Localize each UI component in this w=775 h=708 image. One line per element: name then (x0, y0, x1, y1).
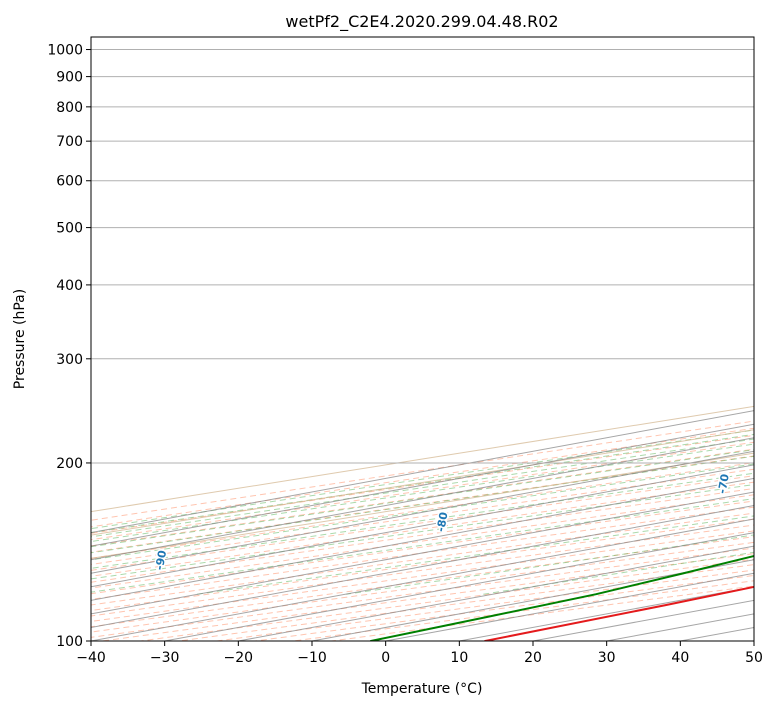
isotherm-label: -80 (434, 511, 450, 533)
dry-adiabat-line (91, 536, 754, 628)
x-axis-label: Temperature (°C) (361, 681, 483, 697)
isotherm-label: -70 (716, 473, 732, 495)
dry-adiabat-line (91, 468, 754, 565)
y-tick-label: 700 (56, 134, 83, 150)
isotherm-line (91, 504, 754, 628)
x-tick-label: −30 (150, 650, 180, 666)
x-tick-label: 40 (671, 650, 689, 666)
chart-title: wetPf2_C2E4.2020.299.04.48.R02 (285, 12, 558, 32)
plot-background (91, 37, 754, 641)
x-axis-ticks: −40 −30 −20 −10 0 10 20 30 40 50 (76, 641, 763, 666)
x-tick-label: 0 (381, 650, 390, 666)
isotherm-line (91, 518, 754, 641)
y-tick-label: 600 (56, 174, 83, 190)
y-axis-ticks: 100 200 300 400 500 600 700 800 900 1000 (47, 43, 91, 650)
plot-frame (90, 36, 755, 642)
y-tick-label: 300 (56, 352, 83, 368)
dry-adiabat-line (91, 500, 754, 595)
y-tick-label: 100 (56, 634, 83, 650)
x-tick-label: 30 (598, 650, 616, 666)
x-tick-label: 20 (524, 650, 542, 666)
y-tick-label: 400 (56, 278, 83, 294)
dry-adiabat-line (91, 506, 754, 600)
isotherm-label: -90 (153, 549, 169, 571)
saturation-curve-line (91, 452, 754, 559)
pressure-gridlines (91, 49, 754, 641)
y-tick-label: 900 (56, 70, 83, 86)
y-tick-label: 1000 (47, 43, 83, 59)
x-tick-label: −40 (76, 650, 106, 666)
y-tick-label: 200 (56, 456, 83, 472)
x-tick-label: 10 (450, 650, 468, 666)
background-lines (91, 405, 754, 641)
isotherm-line (91, 464, 754, 588)
isotherm-line (91, 491, 754, 615)
x-tick-label: −10 (297, 650, 327, 666)
y-tick-label: 500 (56, 221, 83, 237)
y-axis-label: Pressure (hPa) (12, 289, 28, 389)
dry-adiabat-line (91, 475, 754, 571)
dry-adiabat-line (91, 530, 754, 622)
isotherm-line (91, 477, 754, 601)
isotherm-line (91, 437, 754, 561)
isotherm-line (91, 450, 754, 574)
x-tick-label: 50 (745, 650, 763, 666)
inline-labels: -100-90-80-70-60-50-40-30-20-10010203040… (151, 471, 733, 573)
isotherm-line (164, 532, 754, 641)
dry-adiabat-line (91, 512, 754, 606)
y-tick-label: 800 (56, 100, 83, 116)
isotherm-line (91, 423, 754, 547)
x-tick-label: −20 (224, 650, 254, 666)
dry-adiabat-line (91, 462, 754, 559)
